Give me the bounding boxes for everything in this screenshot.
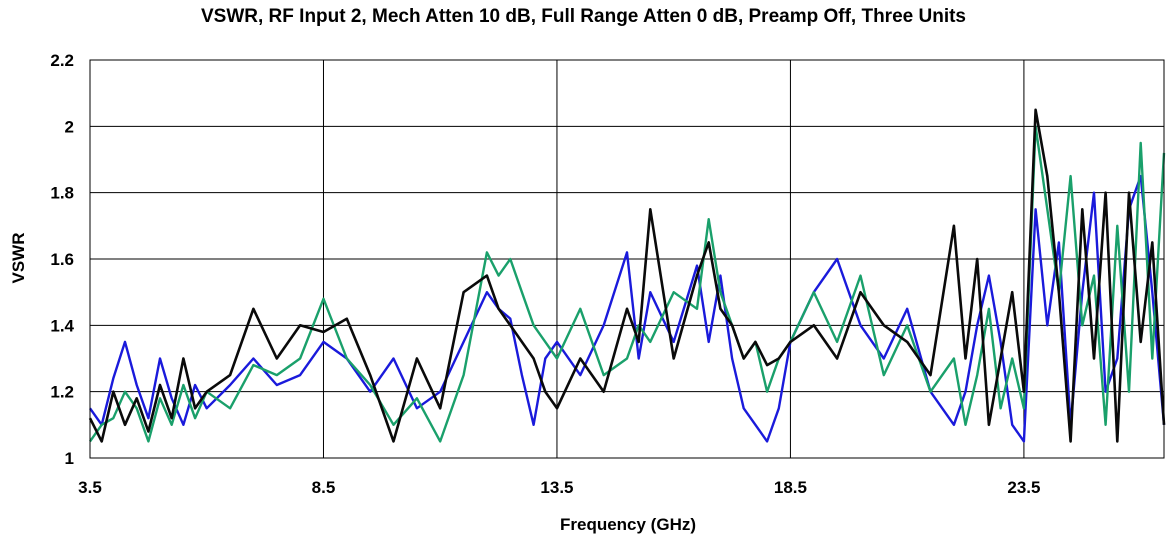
plot-area-frame xyxy=(89,59,1165,459)
y-tick-label: 1.8 xyxy=(50,184,74,203)
tick-labels: 1 1.2 1.4 1.6 1.8 2 2.2 3.5 8.5 13.5 18.5 23.5 xyxy=(50,51,1040,497)
x-axis-label: Frequency (GHz) xyxy=(560,515,696,534)
x-tick-label: 3.5 xyxy=(78,478,102,497)
y-axis-label: VSWR xyxy=(9,233,28,284)
y-tick-label: 2.2 xyxy=(50,51,74,70)
y-tick-label: 1.4 xyxy=(50,316,74,335)
chart-title: VSWR, RF Input 2, Mech Atten 10 dB, Full… xyxy=(201,6,966,27)
y-tick-label: 1.6 xyxy=(50,250,74,269)
x-tick-label: 23.5 xyxy=(1007,478,1040,497)
y-tick-label: 1.2 xyxy=(50,383,74,402)
y-tick-label: 1 xyxy=(65,449,74,468)
x-tick-label: 13.5 xyxy=(540,478,573,497)
x-tick-label: 18.5 xyxy=(774,478,807,497)
series-line-2 xyxy=(89,125,1166,443)
x-tick-label: 8.5 xyxy=(312,478,336,497)
series-line-3 xyxy=(88,108,1166,443)
series-line-1 xyxy=(89,174,1166,443)
series-lines xyxy=(88,108,1166,443)
y-tick-label: 2 xyxy=(65,117,74,136)
